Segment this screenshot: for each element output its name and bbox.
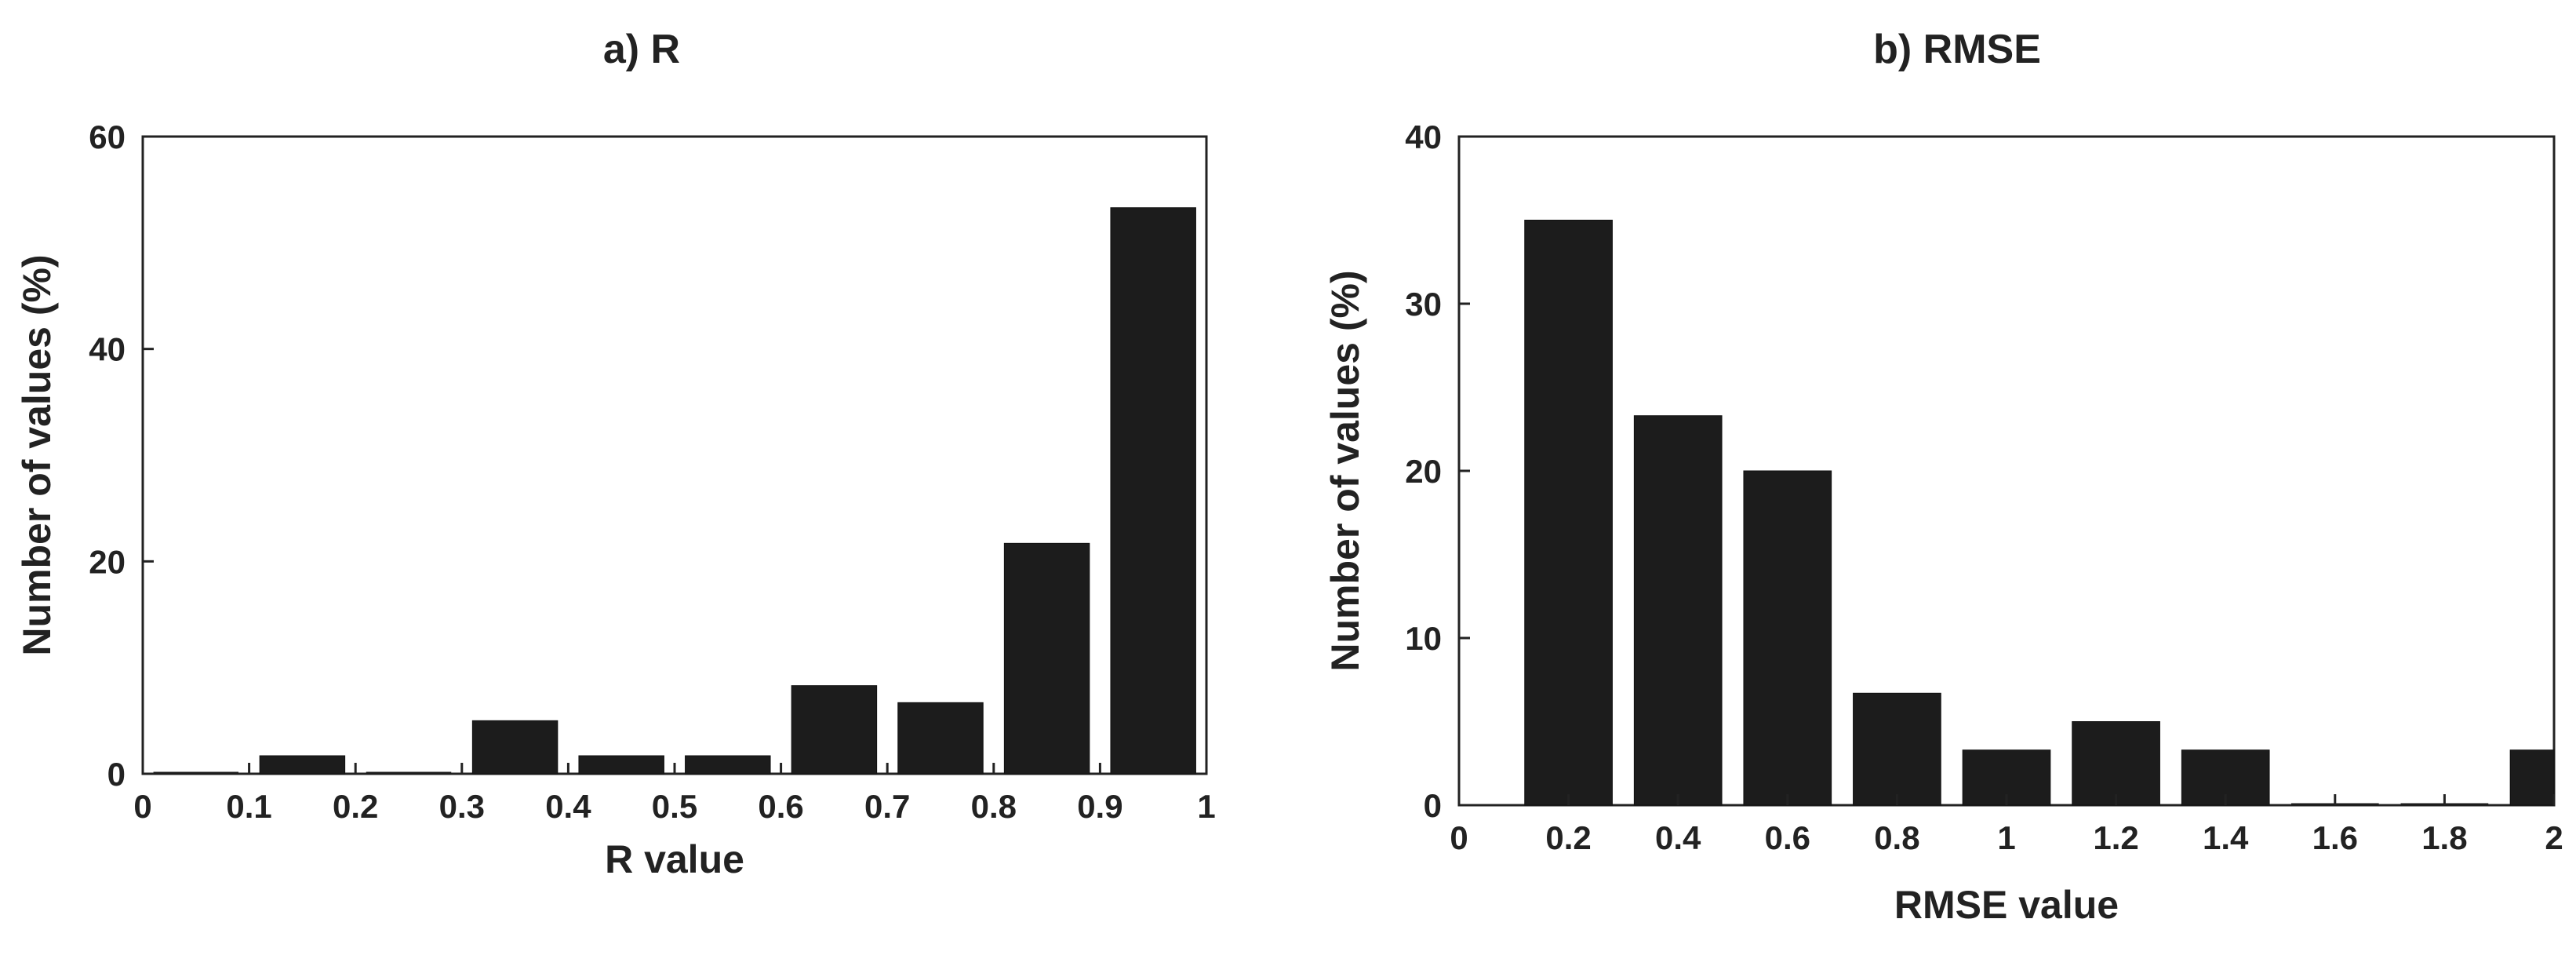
x-tick-label: 0 <box>133 788 151 825</box>
x-tick-group: 0 0.1 0.2 0.3 0.4 0.5 0.6 0.7 0.8 0.9 1 <box>133 763 1216 825</box>
x-tick-label: 0.9 <box>1077 788 1122 825</box>
bar <box>1110 207 1196 775</box>
plot-frame <box>1457 135 2556 807</box>
y-tick-label: 20 <box>89 543 126 580</box>
y-tick-label: 40 <box>89 331 126 368</box>
bar <box>471 720 558 775</box>
bar <box>1633 415 1723 806</box>
y-tick-label: 20 <box>1405 453 1442 490</box>
y-tick-group: 0 20 40 60 <box>89 119 154 793</box>
x-tick-label: 1.6 <box>2312 819 2358 856</box>
bar <box>897 702 984 775</box>
x-tick-label: 0.7 <box>864 788 910 825</box>
x-tick-label: 0 <box>1450 819 1468 856</box>
x-tick-label: 0.8 <box>971 788 1017 825</box>
chart-panel-r: a) R 0 0.1 0.2 0.3 0.4 0.5 0.6 0.7 0.8 0.9 1 0 20 40… <box>15 27 1216 881</box>
bar <box>791 685 878 775</box>
x-axis-label: R value <box>605 837 744 881</box>
y-tick-label: 40 <box>1405 119 1442 155</box>
chart-title: a) R <box>603 27 680 72</box>
chart-panel-rmse: b) RMSE 0 0.2 0.4 0.6 0.8 1 1.2 1.4 1.6 1.8 2 0 10 2… <box>1323 27 2563 927</box>
x-tick-group: 0 0.2 0.4 0.6 0.8 1 1.2 1.4 1.6 1.8 2 <box>1450 794 2563 856</box>
y-tick-label: 0 <box>107 756 126 793</box>
x-axis-label: RMSE value <box>1894 883 2119 927</box>
x-tick-label: 1 <box>1197 788 1215 825</box>
y-tick-group: 0 10 20 30 40 <box>1405 119 1470 824</box>
y-tick-label: 0 <box>1424 787 1442 824</box>
bar <box>578 755 664 775</box>
y-tick-label: 60 <box>89 119 126 155</box>
x-tick-label: 0.3 <box>439 788 485 825</box>
x-tick-label: 2 <box>2545 819 2563 856</box>
x-tick-label: 1.4 <box>2203 819 2249 856</box>
x-tick-label: 0.2 <box>333 788 378 825</box>
y-axis-label: Number of values (%) <box>1323 270 1367 671</box>
x-tick-label: 1.2 <box>2093 819 2138 856</box>
bar <box>1853 692 1941 806</box>
bar <box>1003 542 1090 775</box>
y-tick-label: 10 <box>1405 620 1442 657</box>
x-tick-label: 0.6 <box>1765 819 1810 856</box>
bar <box>259 755 346 775</box>
x-tick-label: 0.6 <box>758 788 803 825</box>
x-tick-label: 0.2 <box>1545 819 1591 856</box>
x-tick-label: 0.8 <box>1874 819 1919 856</box>
x-tick-label: 0.5 <box>652 788 697 825</box>
x-tick-label: 0.1 <box>226 788 271 825</box>
bar <box>685 755 771 775</box>
bar <box>2509 749 2555 806</box>
y-tick-label: 30 <box>1405 286 1442 323</box>
bar <box>1524 220 1613 806</box>
bar-group <box>1524 220 2555 806</box>
y-axis-label: Number of values (%) <box>15 254 59 655</box>
bar-group <box>153 207 1196 775</box>
chart-title: b) RMSE <box>1873 27 2041 72</box>
bar <box>1743 470 1832 806</box>
x-tick-label: 0.4 <box>1655 819 1701 856</box>
x-tick-label: 1 <box>1997 819 2015 856</box>
bar <box>2072 721 2160 806</box>
x-tick-label: 1.8 <box>2421 819 2467 856</box>
x-tick-label: 0.4 <box>545 788 591 825</box>
